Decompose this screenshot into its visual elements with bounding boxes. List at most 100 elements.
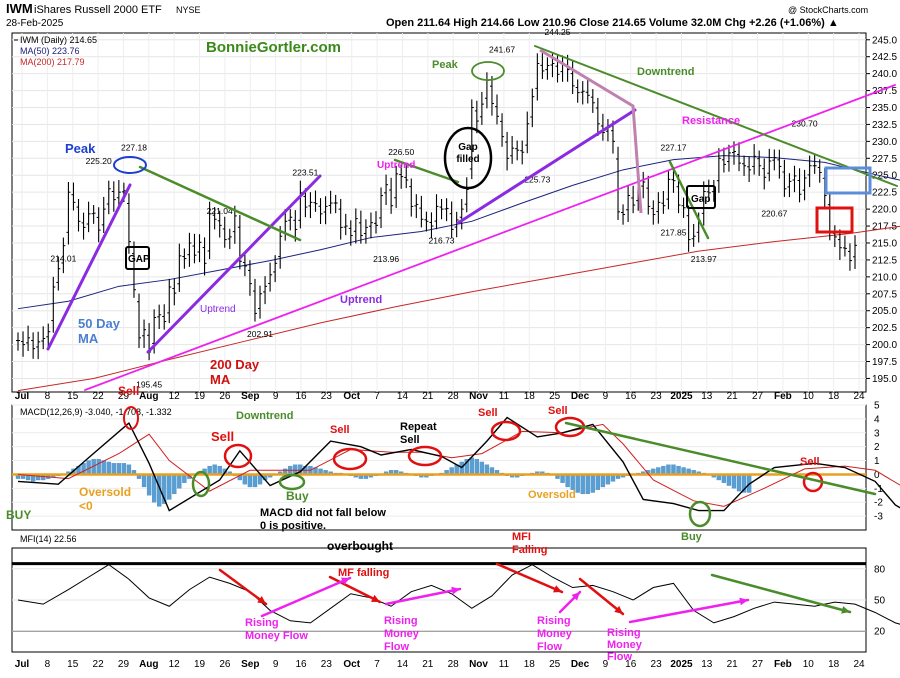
macd-histogram-bar [479,461,485,475]
mfi-falling-arrow-head [553,585,562,593]
price-bar [31,332,36,359]
price-bar [716,148,721,193]
x-axis-label-top: 9 [603,391,609,402]
macd-line [17,416,900,512]
oversold-label: Oversold <0 [79,485,131,513]
uptrend-label-aug: Uptrend [200,304,236,315]
uptrend-line-july [46,183,132,351]
price-tick-label: 242.5 [872,52,897,63]
price-bar [409,178,414,217]
macd-histogram-bar [600,474,606,488]
macd-histogram-bar [671,464,676,475]
price-bar [434,194,439,230]
price-value-label: 213.96 [373,254,399,264]
price-bar [207,201,212,260]
mfi-legend: MFI(14) 22.56 [20,534,77,544]
chart-date: 28-Feb-2025 [6,18,64,29]
peak-label: Peak [65,141,96,156]
x-axis-label-top: Oct [343,391,360,402]
price-value-label: 214.01 [50,254,76,264]
price-bar [36,331,41,360]
price-bar [706,179,711,201]
x-axis-label-bottom: 9 [603,659,609,670]
price-bar [328,190,333,214]
peak-label-nov: Peak [432,59,459,71]
price-bar [454,211,459,238]
price-bar [51,276,56,333]
price-value-label: 241.67 [489,44,515,54]
macd-tick-label: 4 [874,414,880,425]
x-axis-label-top: 18 [524,391,536,402]
rising-mf-arrow-3-head [571,592,580,601]
macd-sell-circle-5 [490,420,522,442]
peak-circle-nov [471,61,505,81]
price-bar [172,278,177,306]
macd-histogram-bar [172,474,177,495]
price-bar [489,76,494,116]
price-bar [585,80,590,104]
price-bar [691,224,696,247]
price-bar [495,94,500,125]
price-bar [656,192,661,224]
price-bar [399,164,404,189]
x-axis-label-bottom: 12 [169,659,181,670]
x-axis-label-top: 9 [273,391,279,402]
gap-box [125,246,150,270]
x-axis-label-top: 29 [118,391,130,402]
x-axis-label-top: 26 [219,391,231,402]
x-axis-label-bottom: Dec [571,659,590,670]
price-value-label: 220.67 [761,209,787,219]
price-tick-label: 222.5 [872,188,897,199]
macd-histogram-bar [580,474,585,495]
price-bar [187,232,192,267]
price-bar [802,169,807,201]
price-bar [232,205,237,244]
price-bar [91,205,96,224]
x-axis-label-bottom: 24 [853,659,865,670]
x-axis-label-bottom: 29 [118,659,130,670]
price-bar [212,207,217,230]
macd-histogram-bar [146,474,152,496]
macd-histogram-bar [121,463,127,475]
price-value-label: 226.50 [388,147,414,157]
mfi-falling-arrow-2-head [614,605,623,614]
price-value-label: 225.20 [86,156,112,166]
downtrend-line-aug [138,165,302,242]
x-axis-label-bottom: 22 [93,659,105,670]
uptrend-label-oct: Uptrend [377,160,415,171]
x-axis-label-bottom: 11 [499,659,510,670]
x-axis: Jul Jul 8 8 15 15 22 22 29 29 Aug Aug 12 12 19 19 26 26 Se… [15,391,865,670]
price-bar [671,169,676,193]
rising-mf-arrow-2-head [451,586,460,595]
price-bar [777,149,782,179]
x-axis-label-bottom: Nov [469,659,488,670]
price-bar [142,319,147,348]
price-legend: IWM (Daily) 214.65 [20,35,97,45]
x-axis-label-bottom: 9 [273,659,279,670]
price-bar [530,88,535,128]
pink-uptrend-line [84,84,896,391]
macd-histogram-bar [575,474,580,493]
price-bar [726,144,731,172]
macd-buy-circle-3 [688,500,712,528]
price-bar [96,207,101,243]
price-bar [394,165,399,208]
price-bar [137,293,142,348]
x-axis-label-bottom: 25 [549,659,561,670]
x-axis-label-top: 27 [752,391,764,402]
sell-label-2: Sell [211,429,234,444]
price-bar [268,262,273,292]
price-bar [439,198,444,220]
x-axis-label-top: Feb [774,391,792,402]
price-bar [76,198,81,232]
overbought-label: overbought [327,539,393,553]
price-bar [782,159,787,197]
x-axis-label-top: 16 [295,391,307,402]
macd-histogram-bar [484,464,490,475]
macd-histogram-bar [167,474,172,500]
price-bar [701,181,706,226]
price-tick-label: 220.0 [872,205,897,216]
price-value-label: 195.45 [136,379,162,389]
gap-filled-circle [443,126,493,190]
